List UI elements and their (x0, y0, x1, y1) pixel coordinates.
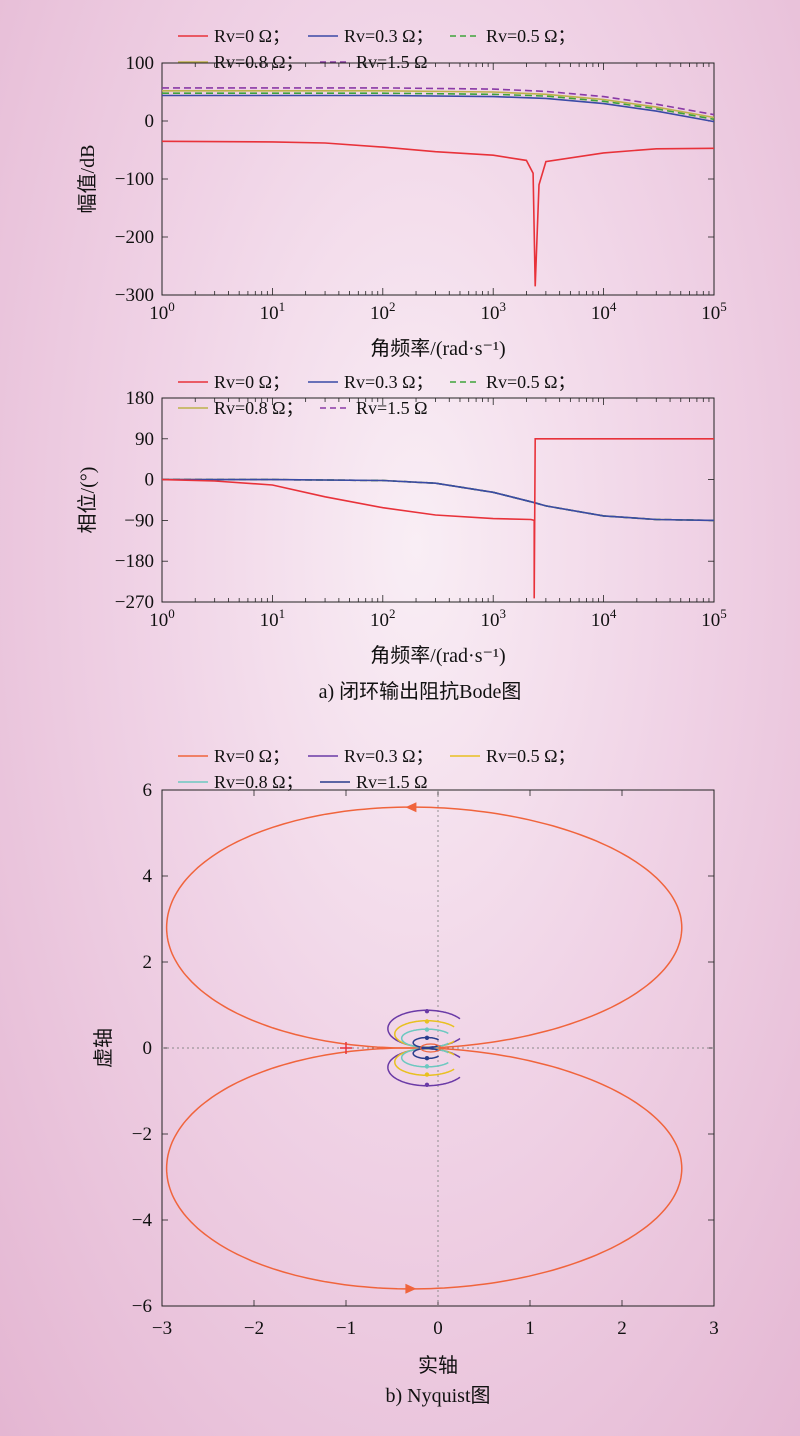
y-axis-label: 相位/(°) (76, 467, 99, 534)
y-tick-label: −6 (132, 1296, 152, 1317)
legend-label: Rv=0 Ω； (214, 746, 290, 766)
x-tick-label: 104 (591, 299, 617, 324)
x-tick-label: −2 (244, 1318, 264, 1339)
phase-chart: Rv=0 Ω； Rv=0.3 Ω； Rv=0.5 Ω； Rv=0.8 Ω； Rv=1.5… (76, 372, 727, 667)
x-axis-label: 角频率/(rad·s⁻¹) (370, 644, 505, 667)
legend-label: Rv=0.3 Ω； (344, 746, 434, 766)
x-tick-label: −3 (152, 1318, 172, 1339)
x-tick-label: 0 (433, 1318, 443, 1339)
x-tick-label: 102 (370, 606, 396, 631)
x-tick-label: 2 (617, 1318, 627, 1339)
legend-label: Rv=0.5 Ω； (486, 26, 576, 46)
legend-label: Rv=1.5 Ω (356, 772, 428, 792)
direction-arrow (424, 1082, 430, 1087)
direction-arrow (424, 1019, 430, 1024)
direction-arrow (424, 1027, 430, 1032)
series-line (162, 478, 715, 522)
series-line (162, 92, 715, 121)
legend-label: Rv=0.8 Ω； (214, 52, 304, 72)
nyquist-chart: Rv=0 Ω； Rv=0.3 Ω； Rv=0.5 Ω； Rv=0.8 Ω； Rv=1.5… (92, 746, 719, 1377)
x-axis-label: 实轴 (418, 1354, 458, 1377)
direction-arrow (424, 1035, 430, 1040)
magnitude-chart: Rv=0 Ω； Rv=0.3 Ω； Rv=0.5 Ω； Rv=0.8 Ω； Rv=1.5… (76, 26, 727, 360)
x-tick-label: 103 (480, 606, 506, 631)
series-line (162, 478, 715, 522)
plot-frame (161, 397, 715, 603)
series-line (162, 87, 715, 116)
series-line (165, 1047, 683, 1290)
y-tick-label: −100 (115, 169, 154, 190)
legend-label: Rv=0.5 Ω； (486, 746, 576, 766)
y-tick-label: 90 (135, 429, 154, 450)
x-tick-label: 104 (591, 606, 617, 631)
x-tick-label: 101 (260, 606, 286, 631)
series-line (165, 806, 683, 1049)
y-tick-label: 0 (145, 111, 155, 132)
direction-arrow (424, 1009, 430, 1014)
x-tick-label: 103 (480, 299, 506, 324)
y-tick-label: 100 (126, 53, 155, 74)
series-line (420, 1043, 442, 1053)
direction-arrow (405, 802, 417, 813)
y-tick-label: −4 (132, 1210, 153, 1231)
x-tick-label: 102 (370, 299, 396, 324)
series-line (162, 94, 715, 123)
x-tick-label: 105 (701, 606, 727, 631)
direction-arrow (424, 1064, 430, 1069)
series-line (162, 478, 715, 522)
legend-label: Rv=1.5 Ω (356, 398, 428, 418)
plot-frame (161, 62, 715, 296)
series-line (162, 478, 715, 522)
legend-label: Rv=1.5 Ω (356, 52, 428, 72)
y-tick-label: −180 (115, 551, 154, 572)
x-tick-label: 100 (149, 606, 175, 631)
legend-label: Rv=0.5 Ω； (486, 372, 576, 392)
y-tick-label: 0 (145, 470, 155, 491)
y-tick-label: 0 (143, 1038, 153, 1059)
y-tick-label: −270 (115, 592, 154, 613)
series-line (161, 140, 715, 287)
y-tick-label: −300 (115, 285, 154, 306)
y-tick-label: 180 (126, 388, 155, 409)
series-line (161, 438, 714, 599)
x-tick-label: 105 (701, 299, 727, 324)
x-tick-label: 100 (149, 299, 175, 324)
direction-arrow (424, 1056, 430, 1061)
y-tick-label: −90 (124, 510, 154, 531)
x-axis-label: 角频率/(rad·s⁻¹) (370, 337, 505, 360)
x-tick-label: −1 (336, 1318, 356, 1339)
y-tick-label: 2 (143, 952, 153, 973)
legend-label: Rv=0.3 Ω； (344, 372, 434, 392)
caption-b: b) Nyquist图 (386, 1385, 491, 1407)
series-line (162, 90, 715, 119)
caption-a: a) 闭环输出阻抗Bode图 (319, 680, 522, 703)
legend-label: Rv=0 Ω； (214, 372, 290, 392)
y-tick-label: −2 (132, 1124, 152, 1145)
legend-label: Rv=0.3 Ω； (344, 26, 434, 46)
x-tick-label: 1 (525, 1318, 535, 1339)
x-tick-label: 3 (709, 1318, 719, 1339)
y-tick-label: −200 (115, 227, 154, 248)
x-tick-label: 101 (260, 299, 286, 324)
legend-label: Rv=0.8 Ω； (214, 772, 304, 792)
y-axis-label: 虚轴 (92, 1028, 115, 1068)
y-axis-label: 幅值/dB (76, 145, 99, 214)
direction-arrow (424, 1072, 430, 1077)
direction-arrow (405, 1283, 417, 1294)
y-tick-label: 4 (143, 866, 153, 887)
y-tick-label: 6 (143, 780, 153, 801)
legend-label: Rv=0.8 Ω； (214, 398, 304, 418)
legend-label: Rv=0 Ω； (214, 26, 290, 46)
